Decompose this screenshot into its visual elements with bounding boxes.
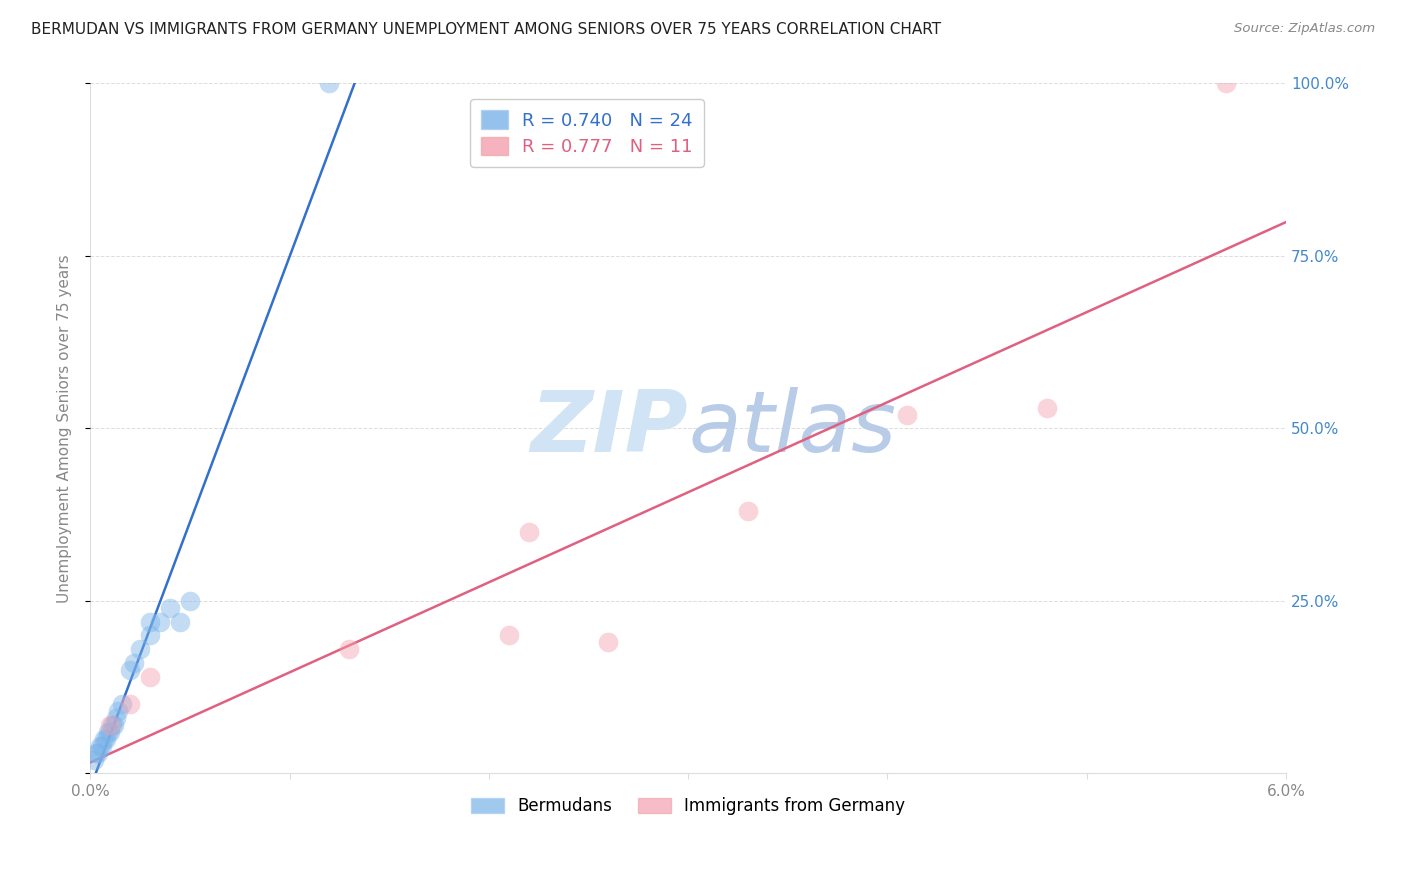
Point: [169, 615, 191, 629]
Point: [84, 746, 107, 760]
Point: [179, 594, 201, 608]
Point: [103, 718, 125, 732]
Text: BERMUDAN VS IMMIGRANTS FROM GERMANY UNEMPLOYMENT AMONG SENIORS OVER 75 YEARS COR: BERMUDAN VS IMMIGRANTS FROM GERMANY UNEM…: [31, 22, 941, 37]
Point: [93, 731, 115, 746]
Point: [896, 408, 918, 422]
Point: [139, 670, 162, 684]
Point: [120, 698, 142, 712]
Point: [83, 753, 105, 767]
Point: [318, 77, 340, 91]
Point: [498, 628, 520, 642]
Point: [107, 704, 129, 718]
Point: [159, 600, 181, 615]
Point: [122, 656, 145, 670]
Point: [96, 731, 118, 746]
Point: [91, 739, 114, 753]
Point: [87, 746, 110, 760]
Point: [111, 698, 134, 712]
Point: [737, 504, 759, 518]
Text: ZIP: ZIP: [530, 387, 688, 470]
Point: [337, 642, 360, 657]
Legend: Bermudans, Immigrants from Germany: Bermudans, Immigrants from Germany: [463, 789, 914, 823]
Point: [89, 739, 111, 753]
Point: [101, 718, 124, 732]
Point: [517, 524, 540, 539]
Point: [598, 635, 620, 649]
Y-axis label: Unemployment Among Seniors over 75 years: Unemployment Among Seniors over 75 years: [58, 254, 72, 603]
Point: [149, 615, 172, 629]
Text: Source: ZipAtlas.com: Source: ZipAtlas.com: [1234, 22, 1375, 36]
Point: [120, 663, 142, 677]
Point: [98, 718, 121, 732]
Point: [139, 615, 162, 629]
Point: [105, 711, 128, 725]
Point: [1036, 401, 1059, 415]
Point: [97, 725, 120, 739]
Point: [139, 628, 162, 642]
Point: [1215, 77, 1237, 91]
Point: [129, 642, 152, 657]
Point: [98, 725, 121, 739]
Text: atlas: atlas: [688, 387, 896, 470]
